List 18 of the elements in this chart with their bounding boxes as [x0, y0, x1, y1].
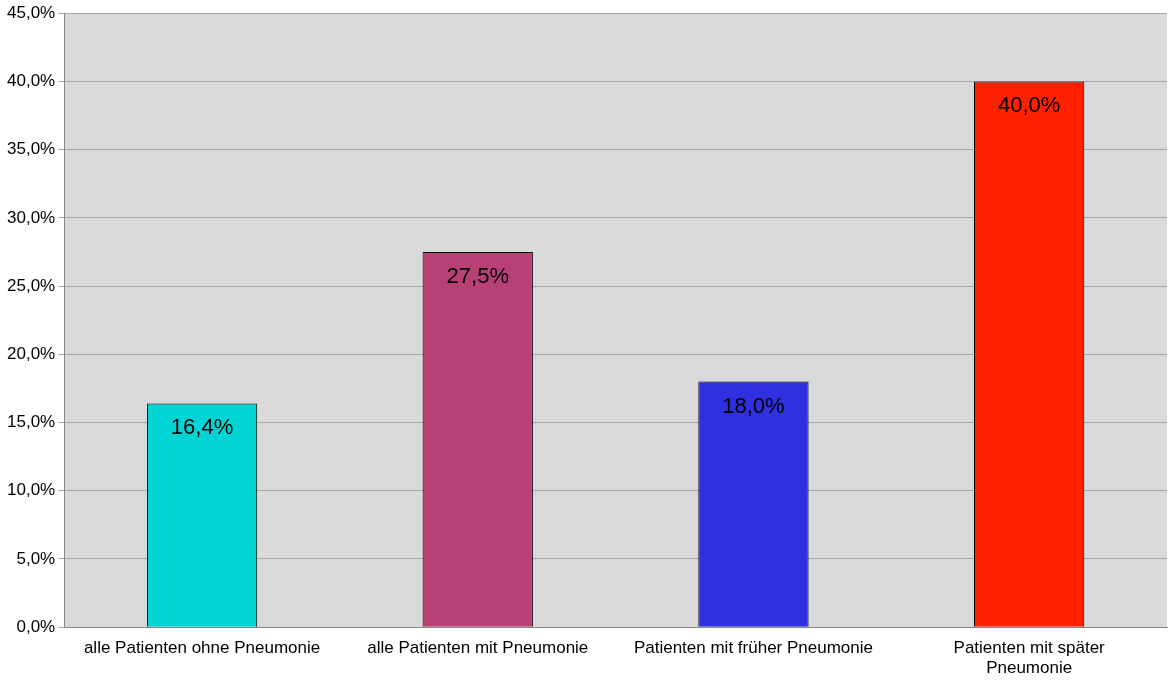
- data-label: 40,0%: [997, 92, 1061, 118]
- data-label: 27,5%: [446, 263, 509, 289]
- y-tick-label: 20,0%: [7, 344, 56, 363]
- x-tick-label: alle Patienten mit Pneumonie: [367, 638, 589, 658]
- y-tick-label: 15,0%: [7, 412, 56, 432]
- y-tick-label: 45,0%: [7, 2, 56, 22]
- data-label: 16,4%: [170, 414, 234, 440]
- y-tick-label: 0,0%: [16, 616, 56, 636]
- y-tick-label: 10,0%: [7, 480, 56, 500]
- y-tick-label: 40,0%: [7, 71, 56, 91]
- y-tick-label: 5,0%: [16, 548, 56, 568]
- y-tick-label: 25,0%: [7, 275, 56, 295]
- x-tick-label: Patienten mit später Pneumonie: [953, 638, 1106, 678]
- x-tick-label: alle Patienten ohne Pneumonie: [83, 638, 321, 658]
- data-label: 18,0%: [722, 392, 785, 418]
- y-tick-label: 30,0%: [7, 207, 56, 227]
- y-tick-label: 35,0%: [7, 139, 56, 159]
- x-tick-label: Patienten mit früher Pneumonie: [633, 638, 873, 658]
